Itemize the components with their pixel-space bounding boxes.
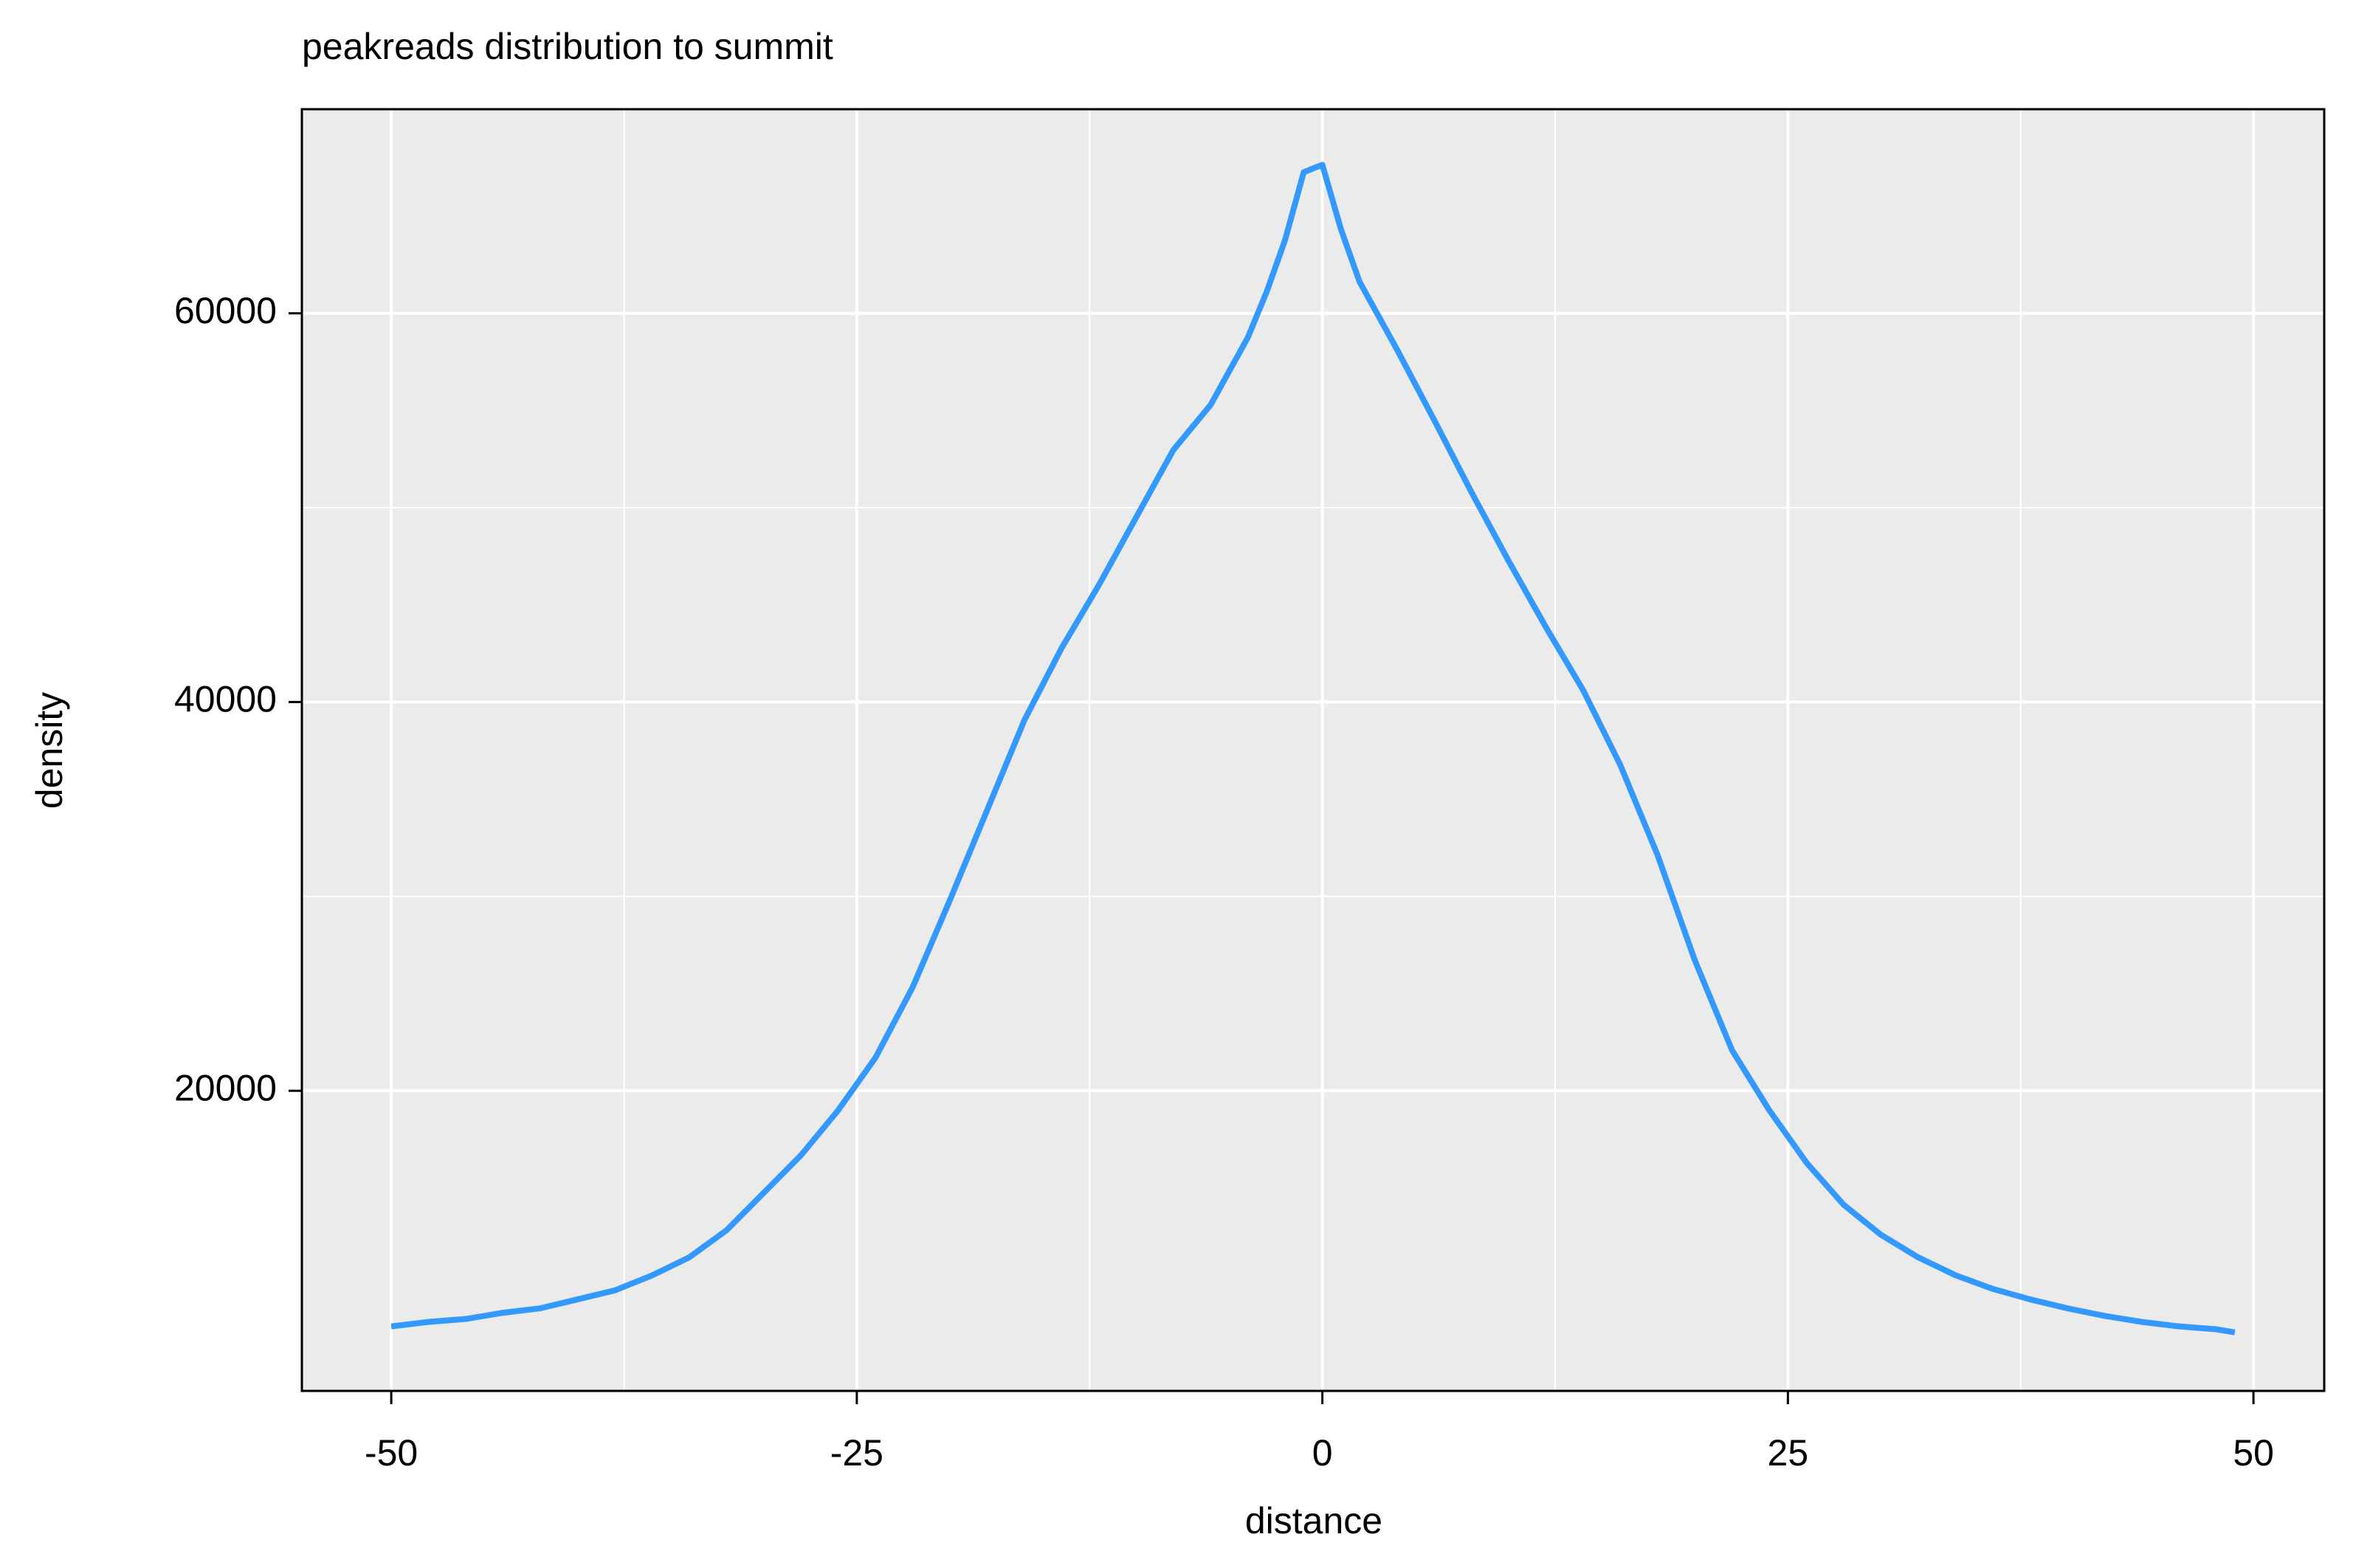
- x-tick-label: 0: [1312, 1432, 1333, 1474]
- x-tick-label: -50: [365, 1432, 418, 1474]
- x-tick-label: 50: [2233, 1432, 2274, 1474]
- y-tick-label: 60000: [174, 290, 277, 331]
- plot-border: [300, 108, 2326, 1392]
- x-tick-label: 25: [1768, 1432, 1809, 1474]
- chart-title: peakreads distribution to summit: [302, 26, 833, 67]
- plot-background: [302, 109, 2324, 1391]
- y-tick-label: 40000: [174, 679, 277, 720]
- data-line: [390, 162, 2236, 1336]
- y-axis-title: density: [29, 692, 70, 809]
- y-tick-label: 20000: [174, 1067, 277, 1108]
- x-axis-title: distance: [1245, 1500, 1382, 1541]
- x-tick-label: -25: [830, 1432, 883, 1474]
